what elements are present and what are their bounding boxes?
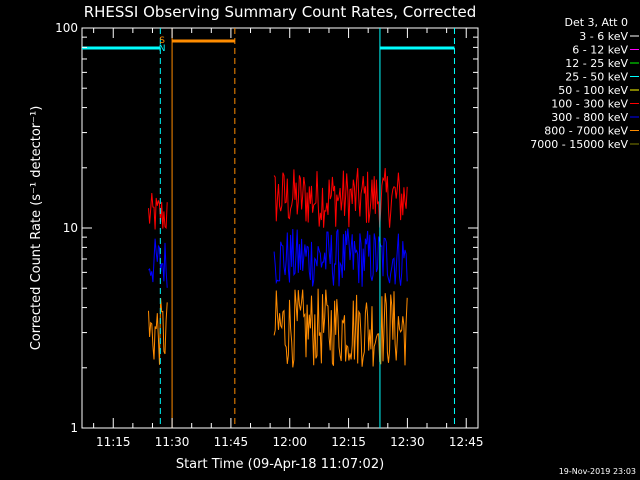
plot-frame: [81, 27, 479, 429]
x-tick-label-0: 11:15: [96, 435, 131, 449]
legend-entry-2: 12 - 25 keV: [565, 57, 628, 70]
y-tick-label-1: 10: [63, 221, 78, 235]
legend-entry-4: 50 - 100 keV: [558, 84, 628, 97]
axis-layer: 1 10 100 11:15 11:30 11:45 12:00 12:15 12:30 12:4…: [55, 21, 483, 449]
legend-entry-8: 7000 - 15000 keV: [530, 138, 628, 151]
legend-entry-5: 100 - 300 keV: [551, 98, 628, 111]
y-axis-label: Corrected Count Rate (s⁻¹ detector⁻¹): [29, 106, 44, 351]
legend-entry-6: 300 - 800 keV: [551, 111, 628, 124]
footer-timestamp: 19-Nov-2019 23:03: [559, 467, 636, 476]
x-tick-label-2: 11:45: [214, 435, 249, 449]
legend-entry-1: 6 - 12 keV: [572, 44, 628, 57]
legend-entry-7: 800 - 7000 keV: [544, 125, 628, 138]
series-trace-7-segment-0: [148, 297, 168, 365]
x-tick-label-6: 12:45: [449, 435, 484, 449]
chart-title: RHESSI Observing Summary Count Rates, Co…: [84, 3, 477, 21]
y-tick-label-0: 1: [70, 421, 78, 435]
flag-label-n: N: [159, 44, 166, 54]
legend-entry-0: 3 - 6 keV: [579, 30, 628, 43]
x-tick-label-4: 12:15: [331, 435, 366, 449]
series-trace-6-segment-1: [273, 228, 408, 287]
legend-entry-3: 25 - 50 keV: [565, 71, 628, 84]
data-layer: [148, 167, 408, 368]
series-trace-7-segment-1: [273, 288, 408, 368]
x-tick-label-5: 12:30: [390, 435, 425, 449]
x-tick-label-3: 12:00: [272, 435, 307, 449]
x-tick-label-1: 11:30: [155, 435, 190, 449]
y-tick-label-2: 100: [55, 21, 78, 35]
series-trace-6-segment-0: [148, 238, 168, 288]
x-axis-label: Start Time (09-Apr-18 11:07:02): [176, 457, 384, 472]
series-trace-5-segment-1: [273, 167, 408, 228]
indicator-layer: SN: [82, 28, 455, 428]
flag-label-s: S: [159, 36, 165, 46]
series-trace-5-segment-0: [148, 192, 168, 230]
legend-title: Det 3, Att 0: [565, 16, 629, 29]
